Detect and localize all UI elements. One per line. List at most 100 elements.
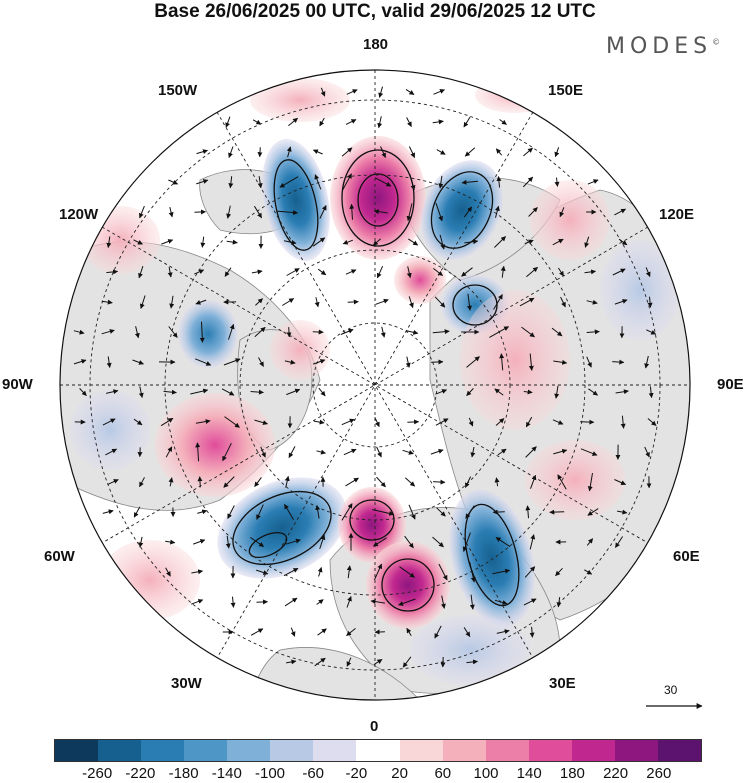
wind-vector [586,329,600,335]
wind-vector [433,268,443,276]
wind-vector [165,539,176,545]
contours [232,149,520,612]
wind-vector [256,504,264,520]
wind-vector [374,177,392,187]
brand-mark: © [712,37,721,47]
wind-vector [496,176,502,188]
wind-vector [197,476,203,488]
wind-vector [106,356,112,368]
wind-vector [341,503,353,521]
wind-vector [466,388,474,396]
wind-vector [195,419,211,425]
wind-vector [373,658,383,666]
wind-vector [226,205,232,219]
wind-vector [346,628,356,636]
wind-vector [404,477,416,487]
wind-vector [102,509,114,515]
wind-vector [225,116,231,128]
wind-vector [586,538,594,546]
wind-vector [221,388,235,396]
wind-vector [286,659,297,665]
wind-vector [612,268,626,276]
colorbar-tick-label: 60 [434,765,452,782]
wind-vector [228,176,234,189]
wind-vector [647,296,653,308]
wind-vector [432,119,444,125]
wind-vector [618,238,628,246]
anomaly-pos-chukchi [394,256,446,304]
wind-vector [190,388,209,395]
wind-vector [345,119,357,125]
wind-vector [588,388,599,396]
wind-vector [528,353,534,371]
wind-vector [402,449,414,455]
wind-vector [494,388,504,396]
wind-vector [406,266,412,279]
wind-vector [398,598,416,606]
wind-vector [195,442,201,462]
wind-vector [584,269,596,275]
wind-vector [254,477,262,488]
wind-vector [464,476,472,488]
wind-vector [406,329,419,335]
wind-vector [467,293,472,311]
wind-vector [493,294,503,310]
wind-vector [370,599,385,605]
colorbar-ticks: -260 -220 -180 -140 -100 -60 -20 20 60 100 140 180 2… [0,765,750,783]
wind-vector [523,389,533,395]
wind-vector [133,239,143,245]
lon-label-0: 0 [370,718,379,735]
wind-vector [489,326,510,338]
wind-vector [250,389,264,395]
colorbar [54,739,702,762]
wind-vector [376,446,382,458]
colorbar-swatch [399,740,443,761]
wind-vector [250,536,265,548]
wind-vector [554,177,560,187]
wind-vector [464,147,476,157]
wind-vector [230,596,236,608]
wind-vector [257,147,263,158]
wind-vector [253,205,263,219]
wind-vector [519,297,535,307]
wind-vector [612,359,625,365]
colorbar-tick-label: -180 [168,765,199,782]
wind-vector [283,239,297,245]
wind-vector [435,202,443,222]
wind-vector [377,116,383,129]
wind-vector [469,561,476,583]
wind-vector [462,532,471,552]
reference-vector-label: 30 [664,683,678,697]
wind-vector [224,416,240,428]
wind-vector [435,389,448,395]
wind-vector [284,359,296,365]
anomaly-pos-weak-4 [250,78,350,122]
colorbar-swatch [356,740,400,761]
wind-vector [341,418,355,426]
wind-vector [191,599,204,605]
wind-vector [494,599,508,605]
wind-vector [557,267,565,277]
colorbar-swatch [571,740,615,761]
wind-vector [342,173,352,191]
wind-vector [139,477,145,488]
brand-name: MODES [606,34,713,59]
wind-vector [524,239,534,245]
wind-vector [587,473,593,492]
wind-vector [559,207,565,218]
wind-vector [524,566,536,578]
wind-vector [320,87,326,97]
wind-vector [406,117,412,127]
wind-vector [191,569,204,575]
anomaly-pos-weak-6 [270,320,330,380]
wind-vector [312,359,326,365]
colorbar-swatch [55,740,99,761]
wind-vector [552,419,564,425]
wind-vector [343,448,357,456]
wind-vector [258,357,264,367]
wind-vector [107,479,119,485]
colorbar-swatch [227,740,271,761]
wind-vector [586,299,598,305]
wind-vector [556,597,562,608]
wind-vector [494,236,506,248]
